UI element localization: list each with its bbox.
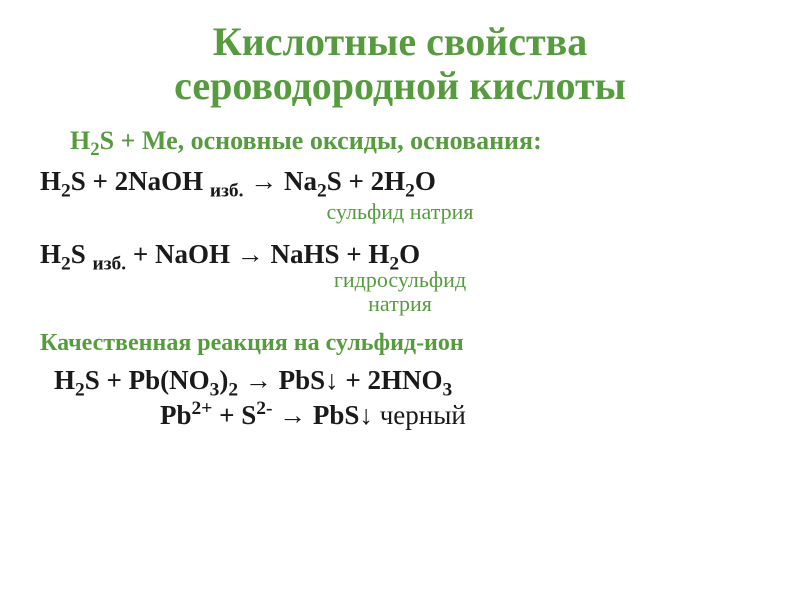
- label-1: сульфид натрия: [40, 199, 760, 225]
- title-line1: Кислотные свойства: [213, 19, 588, 64]
- label-2-line1: гидросульфид: [334, 267, 466, 292]
- subtitle: H2S + Ме, основные оксиды, основания:: [70, 126, 760, 156]
- eq3-text: H2S + Pb(NO3)2 → PbS↓ + 2HNO3: [54, 365, 452, 395]
- section-text: Качественная реакция на сульфид-ион: [40, 330, 464, 356]
- title-line2: сероводородной кислоты: [174, 63, 626, 108]
- equation-3: H2S + Pb(NO3)2 → PbS↓ + 2HNO3: [54, 365, 760, 396]
- eq2-lhs: H2S: [40, 239, 93, 269]
- eq1-lhs: H2S + 2NaOH: [40, 166, 210, 196]
- eq1-sub: изб.: [210, 180, 244, 201]
- equation-4: Pb2+ + S2- → PbS↓ черный: [160, 400, 760, 431]
- eq2-sub: изб.: [93, 253, 127, 274]
- label-2-line2: натрия: [368, 291, 432, 316]
- slide: Кислотные свойства сероводородной кислот…: [0, 0, 800, 600]
- eq4-note: черный: [373, 400, 466, 430]
- subtitle-rest: + Ме, основные оксиды, основания:: [114, 126, 542, 155]
- equation-2: H2S изб. + NaOH → NaHS + H2O: [40, 239, 760, 270]
- eq4-lhs: Pb2+ + S2- → PbS↓: [160, 400, 373, 430]
- eq1-rhs: → Na2S + 2H2O: [243, 166, 435, 196]
- eq2-rhs: + NaOH → NaHS + H2O: [126, 239, 420, 269]
- section-heading: Качественная реакция на сульфид-ион: [40, 330, 760, 357]
- label-1-text: сульфид натрия: [327, 199, 474, 224]
- equation-1: H2S + 2NaOH изб. → Na2S + 2H2O: [40, 166, 760, 197]
- subtitle-formula: H2S: [70, 126, 114, 155]
- label-2: гидросульфид натрия: [40, 268, 760, 316]
- slide-title: Кислотные свойства сероводородной кислот…: [40, 20, 760, 108]
